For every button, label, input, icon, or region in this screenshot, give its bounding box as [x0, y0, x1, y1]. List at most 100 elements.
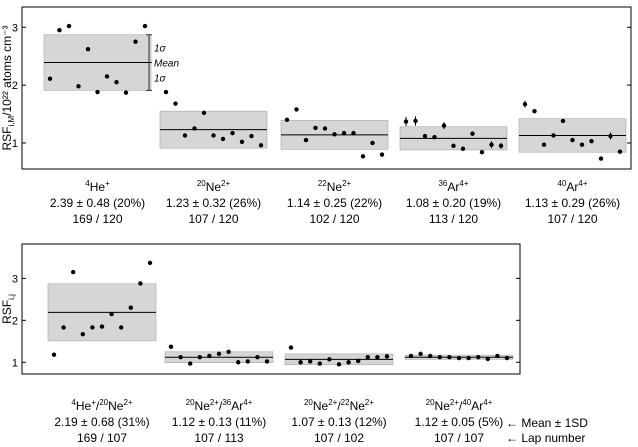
- data-point: [617, 149, 623, 154]
- group-stat: 1.14 ± 0.25 (22%): [287, 196, 382, 210]
- data-point: [138, 281, 143, 286]
- data-point: [128, 305, 133, 310]
- data-point: [341, 130, 347, 136]
- group-laps: 107 / 120: [547, 212, 597, 226]
- data-point: [437, 355, 442, 360]
- data-point: [239, 139, 245, 145]
- data-point: [95, 89, 100, 95]
- data-point: [216, 351, 222, 357]
- group-laps: 107 / 102: [314, 431, 364, 445]
- data-point: [182, 133, 188, 138]
- group-name: 22Ne2+: [318, 179, 352, 194]
- annotation-mean: Mean: [154, 59, 179, 70]
- data-point: [317, 361, 322, 366]
- group-laps: 107 / 107: [434, 431, 484, 445]
- group-name: 20Ne2+/22Ne2+: [304, 398, 374, 413]
- top-plot-area: 1 2 3 1σ Mean 1σ: [12, 22, 631, 161]
- data-point: [230, 130, 235, 136]
- bottom-group-labels: 4He+/20Ne2+ 2.19 ± 0.68 (31%) 169 / 107 20N…: [54, 398, 503, 445]
- data-point: [476, 355, 481, 360]
- data-point: [451, 143, 456, 149]
- y-tick-label: 2: [12, 80, 18, 92]
- group-stat: 1.23 ± 0.32 (26%): [166, 196, 261, 210]
- data-point: [80, 331, 86, 337]
- bottom-plot-area: 1 2 3: [12, 260, 520, 369]
- data-point: [76, 84, 81, 89]
- data-point: [114, 80, 119, 85]
- data-point: [123, 90, 129, 95]
- group-name: 4He+: [85, 179, 110, 194]
- data-point: [432, 134, 437, 140]
- data-point: [360, 154, 366, 159]
- data-point: [211, 133, 216, 138]
- top-plot-frame: [21, 6, 632, 170]
- data-point: [294, 107, 299, 112]
- group-laps: 169 / 120: [72, 212, 122, 226]
- data-point: [428, 353, 433, 359]
- group-name: 40Ar4+: [557, 179, 587, 194]
- data-point: [498, 143, 504, 149]
- data-point: [99, 324, 105, 329]
- bottom-y-axis-label: RSFi,j: [0, 294, 16, 324]
- data-point: [598, 156, 604, 161]
- data-point: [589, 139, 594, 144]
- data-point: [288, 345, 294, 350]
- data-point: [456, 355, 462, 361]
- group-stat: 2.39 ± 0.48 (20%): [50, 196, 145, 210]
- data-point: [192, 126, 197, 131]
- data-point: [470, 131, 475, 136]
- group-stat: 1.13 ± 0.29 (26%): [525, 196, 620, 210]
- top-panel: RSFi,M/10²² atoms cm⁻³ 1 2 3 1σ Mean 1σ 4He+ 2…: [0, 6, 632, 226]
- data-point: [375, 355, 380, 360]
- data-point: [504, 355, 510, 361]
- data-point: [85, 47, 91, 52]
- data-point: [551, 133, 556, 138]
- data-point: [608, 133, 613, 139]
- data-point: [332, 132, 337, 137]
- group-stat: 2.19 ± 0.68 (31%): [54, 415, 149, 429]
- data-point: [47, 76, 53, 81]
- data-point: [66, 23, 72, 29]
- group-stat: 1.12 ± 0.13 (11%): [172, 415, 266, 429]
- group-laps: 113 / 120: [429, 212, 478, 226]
- data-point: [201, 110, 207, 116]
- data-point: [479, 150, 485, 155]
- data-point: [408, 353, 414, 359]
- group-name: 20Ne2+: [197, 179, 231, 194]
- data-point: [365, 355, 370, 360]
- data-point: [207, 353, 212, 359]
- data-point: [418, 351, 423, 357]
- data-point: [178, 355, 183, 360]
- data-point: [495, 353, 500, 359]
- data-point: [249, 133, 254, 139]
- data-point: [522, 102, 528, 107]
- y-tick-label: 3: [12, 273, 18, 285]
- legend-lap-number: ← Lap number: [506, 431, 585, 445]
- data-point: [245, 359, 250, 364]
- group-laps: 102 / 120: [309, 212, 359, 226]
- data-point: [142, 23, 148, 29]
- data-point: [313, 125, 318, 131]
- data-point: [90, 325, 95, 330]
- data-point: [104, 74, 110, 79]
- data-point: [220, 136, 226, 142]
- data-point: [298, 360, 303, 365]
- data-point: [336, 362, 342, 367]
- group-name: 20Ne2+/36Ar4+: [186, 398, 253, 413]
- data-point: [51, 352, 57, 357]
- group-laps: 107 / 113: [194, 431, 243, 445]
- data-point: [61, 325, 66, 330]
- data-point: [133, 39, 138, 44]
- y-tick-label: 1: [12, 138, 18, 150]
- data-point: [570, 137, 575, 143]
- data-point: [173, 101, 178, 106]
- data-point: [188, 361, 193, 366]
- data-point: [447, 355, 452, 360]
- data-point: [370, 140, 375, 146]
- data-point: [485, 356, 490, 362]
- data-point: [303, 137, 309, 143]
- data-point: [541, 142, 547, 147]
- data-point: [422, 133, 428, 139]
- bottom-plot-frame: [21, 243, 521, 375]
